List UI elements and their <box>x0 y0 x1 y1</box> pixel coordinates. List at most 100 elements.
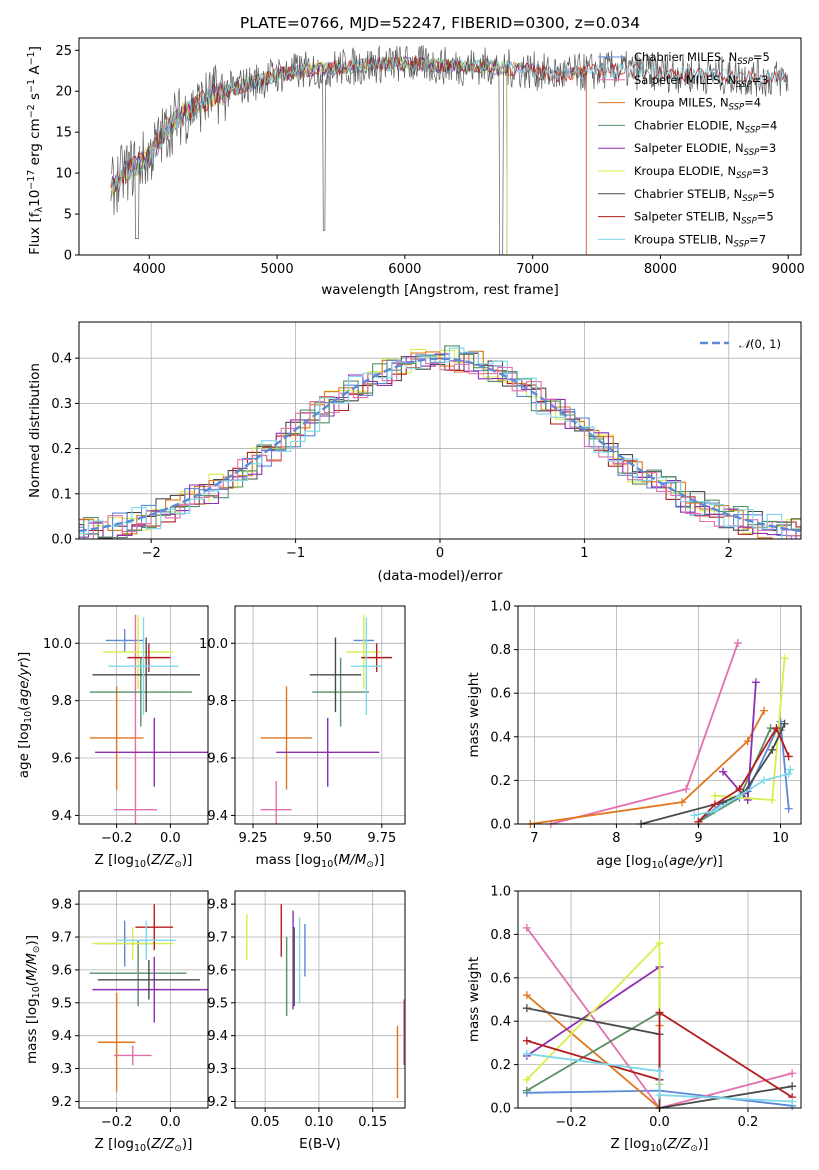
x-tick-label: 0.15 <box>358 1115 387 1130</box>
legend-label-chabrier-miles: Chabrier MILES, NSSP=5 <box>634 50 770 67</box>
weight-point-kroupa-stelib <box>786 765 795 774</box>
weight-point-kroupa-stelib <box>655 1090 664 1099</box>
x-tick-label: −0.2 <box>101 831 133 846</box>
y-tick-label: 9.3 <box>207 1062 228 1077</box>
weight-line-kroupa-miles <box>530 710 765 825</box>
y-tick-label: 0.6 <box>490 687 511 702</box>
axes-frame <box>517 605 802 825</box>
weight-vs-metallicity-panel: −0.2 0.0 0.2 0.0 0.2 0.4 0.6 0.8 1.0 mass weight Z… <box>466 885 802 1154</box>
x-tick-label: 2 <box>725 546 733 561</box>
x-tick-label: 0.10 <box>304 1115 333 1130</box>
x-tick-label: 0.05 <box>251 1115 280 1130</box>
y-tick-label: 15 <box>55 126 72 141</box>
mass-vs-extinction-panel: 0.05 0.10 0.15 9.2 9.3 9.4 9.5 9.6 9.7 9.8 E(B-V) <box>207 890 406 1152</box>
weight-point-kroupa-stelib <box>710 806 719 815</box>
errorbars <box>246 904 405 1099</box>
y-tick-label: 9.7 <box>51 931 72 946</box>
grid-lines <box>235 891 405 1108</box>
legend: Chabrier MILES, NSSP=5 Salpeter MILES, NS… <box>598 50 777 249</box>
y-tick-label: 9.7 <box>207 931 228 946</box>
x-tick-label: 8 <box>612 831 620 846</box>
x-tick-label: 8000 <box>644 262 677 277</box>
x-tick-label: 0.0 <box>160 1115 181 1130</box>
y-tick-label: 9.4 <box>51 809 72 824</box>
weight-point-chabrier-stelib <box>768 745 777 754</box>
errorbars <box>89 614 208 824</box>
weight-point-kroupa-stelib <box>788 1097 797 1106</box>
residual-histogram-panel: −2 −1 0 1 2 0.0 0.1 0.2 0.3 0.4 (data-model)/error… <box>27 321 802 584</box>
y-tick-label: 0.1 <box>51 487 72 502</box>
weight-point-salpeter-stelib <box>655 1008 664 1017</box>
y-tick-label: 0.8 <box>490 928 511 943</box>
weight-point-salpeter-miles <box>682 785 691 794</box>
y-tick-label: 0 <box>64 249 72 264</box>
weight-point-chabrier-miles <box>776 717 785 726</box>
x-tick-label: 9.75 <box>367 831 396 846</box>
legend-label-kroupa-miles: Kroupa MILES, NSSP=4 <box>634 96 761 113</box>
x-tick-label: 4000 <box>133 262 166 277</box>
y-tick-label: 9.8 <box>207 898 228 913</box>
errorbars <box>260 614 393 824</box>
y-tick-label: 9.4 <box>207 1029 228 1044</box>
legend-label-kroupa-elodie: Kroupa ELODIE, NSSP=3 <box>634 164 769 181</box>
figure-title: PLATE=0766, MJD=52247, FIBERID=0300, z=0… <box>240 14 640 32</box>
weight-line-kroupa-stelib <box>526 1052 793 1103</box>
weight-line-salpeter-stelib <box>526 1010 793 1098</box>
weight-point-kroupa-miles <box>678 798 687 807</box>
weight-point-salpeter-miles <box>788 1069 797 1078</box>
x-tick-label: 1 <box>580 546 588 561</box>
y-tick-label: 0.8 <box>490 643 511 658</box>
legend-label-chabrier-stelib: Chabrier STELIB, NSSP=5 <box>634 187 775 204</box>
x-axis-label: Z [log10(Z/Z⊙)] <box>95 852 193 870</box>
y-tick-label: 0.2 <box>490 1058 511 1073</box>
weight-point-salpeter-stelib <box>784 752 793 761</box>
y-tick-label: 9.3 <box>51 1062 72 1077</box>
axes-frame <box>234 890 406 1109</box>
y-tick-label: 0.4 <box>490 1015 511 1030</box>
weight-point-chabrier-miles <box>784 804 793 813</box>
y-tick-label: 1.0 <box>490 600 511 615</box>
x-tick-label: 9.50 <box>303 831 332 846</box>
y-tick-label: 0.0 <box>490 1102 511 1117</box>
weight-point-chabrier-stelib <box>780 719 789 728</box>
legend: 𝒩(0, 1) <box>700 337 781 351</box>
y-tick-label: 9.5 <box>207 996 228 1011</box>
y-tick-label: 9.8 <box>207 694 228 709</box>
weight-point-salpeter-miles <box>522 923 531 932</box>
x-axis-label: Z [log10(Z/Z⊙)] <box>611 1136 709 1154</box>
y-axis-label: mass weight <box>466 672 482 757</box>
weight-point-kroupa-stelib <box>784 769 793 778</box>
axes-frame <box>234 605 406 825</box>
weight-point-kroupa-miles <box>743 737 752 746</box>
y-tick-label: 9.6 <box>207 963 228 978</box>
y-tick-label: 25 <box>55 44 72 59</box>
y-tick-label: 20 <box>55 85 72 100</box>
weight-vs-age-panel: 7 8 9 10 0.0 0.2 0.4 0.6 0.8 1.0 mass weight age [l… <box>466 600 802 871</box>
weight-point-kroupa-miles <box>522 991 531 1000</box>
legend-label-normal: 𝒩(0, 1) <box>739 337 781 351</box>
weight-point-salpeter-elodie <box>751 678 760 687</box>
histogram-chabrier-elodie <box>79 345 801 539</box>
y-tick-label: 1.0 <box>490 885 511 900</box>
legend-label-salpeter-elodie: Salpeter ELODIE, NSSP=3 <box>634 141 776 158</box>
y-axis-label: mass weight <box>466 957 482 1042</box>
y-tick-label: 0.2 <box>51 442 72 457</box>
histogram-salpeter-miles <box>79 358 801 539</box>
y-tick-label: 9.5 <box>51 996 72 1011</box>
y-tick-label: 0.4 <box>490 730 511 745</box>
x-tick-label: 9.25 <box>239 831 268 846</box>
y-tick-label: 0.0 <box>490 818 511 833</box>
y-tick-label: 9.6 <box>207 752 228 767</box>
y-tick-label: 0.2 <box>490 774 511 789</box>
weight-point-kroupa-elodie <box>655 939 664 948</box>
weight-point-salpeter-elodie <box>719 767 728 776</box>
weight-point-kroupa-stelib <box>690 811 699 820</box>
y-axis-label: Normed distribution <box>27 363 43 498</box>
x-axis-label: Z [log10(Z/Z⊙)] <box>95 1136 193 1154</box>
x-tick-label: −2 <box>142 546 161 561</box>
y-axis-label: age [log10(age/yr)] <box>16 652 34 778</box>
weight-point-kroupa-elodie <box>710 791 719 800</box>
weight-lines <box>526 639 795 828</box>
x-axis-label: mass [log10(M/M⊙)] <box>256 852 385 870</box>
